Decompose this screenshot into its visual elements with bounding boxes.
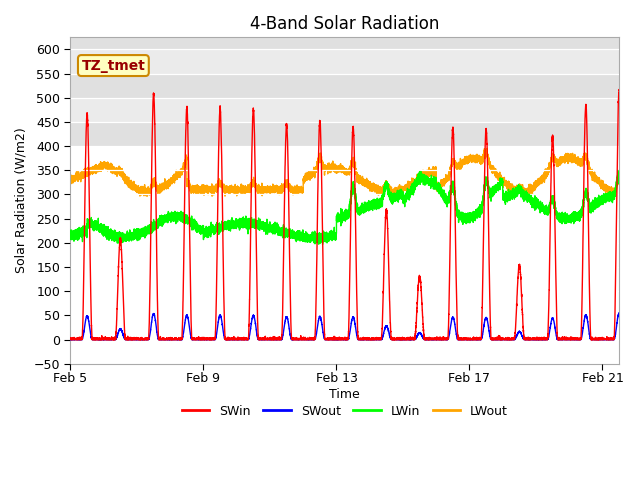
LWin xyxy=(614,168,621,173)
Legend: SWin, SWout, LWin, LWout: SWin, SWout, LWin, LWout xyxy=(177,400,513,423)
LWout xyxy=(483,145,491,151)
LWin xyxy=(423,180,431,185)
Line: SWin: SWin xyxy=(70,89,619,339)
SWout xyxy=(193,336,201,342)
LWin xyxy=(615,172,623,178)
Text: TZ_tmet: TZ_tmet xyxy=(81,59,145,72)
SWout xyxy=(67,336,74,342)
SWin xyxy=(67,335,74,341)
LWin xyxy=(67,229,74,235)
SWin xyxy=(192,336,200,342)
SWin xyxy=(516,264,524,269)
LWin xyxy=(192,228,200,234)
SWout xyxy=(423,336,431,342)
Bar xyxy=(70,73,619,98)
SWout xyxy=(516,329,524,335)
SWout xyxy=(556,336,563,342)
LWout xyxy=(192,187,200,192)
Y-axis label: Solar Radiation (W/m2): Solar Radiation (W/m2) xyxy=(15,128,28,274)
SWout xyxy=(352,325,360,331)
SWout xyxy=(192,336,200,342)
LWout xyxy=(352,170,360,176)
LWin xyxy=(516,184,524,190)
LWout xyxy=(516,183,524,189)
SWin xyxy=(556,335,563,341)
LWout xyxy=(193,186,201,192)
Line: LWout: LWout xyxy=(70,148,619,197)
Bar xyxy=(70,122,619,146)
LWout xyxy=(67,176,74,182)
SWin xyxy=(193,335,201,341)
LWout xyxy=(556,158,563,164)
SWin xyxy=(352,229,360,235)
Line: SWout: SWout xyxy=(70,313,619,339)
SWout xyxy=(615,311,623,316)
SWin xyxy=(67,336,74,342)
X-axis label: Time: Time xyxy=(330,388,360,401)
LWin xyxy=(193,222,201,228)
LWout xyxy=(615,180,623,186)
LWin xyxy=(352,196,360,202)
SWin xyxy=(423,336,431,342)
LWout xyxy=(391,194,399,200)
LWin xyxy=(319,241,326,247)
Bar xyxy=(70,49,619,73)
LWout xyxy=(423,176,431,182)
Bar xyxy=(70,37,619,49)
LWin xyxy=(556,216,563,222)
SWout xyxy=(615,310,623,316)
Title: 4-Band Solar Radiation: 4-Band Solar Radiation xyxy=(250,15,440,33)
Bar xyxy=(70,98,619,122)
Line: LWin: LWin xyxy=(70,170,619,244)
SWin xyxy=(615,87,623,93)
SWin xyxy=(615,86,623,92)
